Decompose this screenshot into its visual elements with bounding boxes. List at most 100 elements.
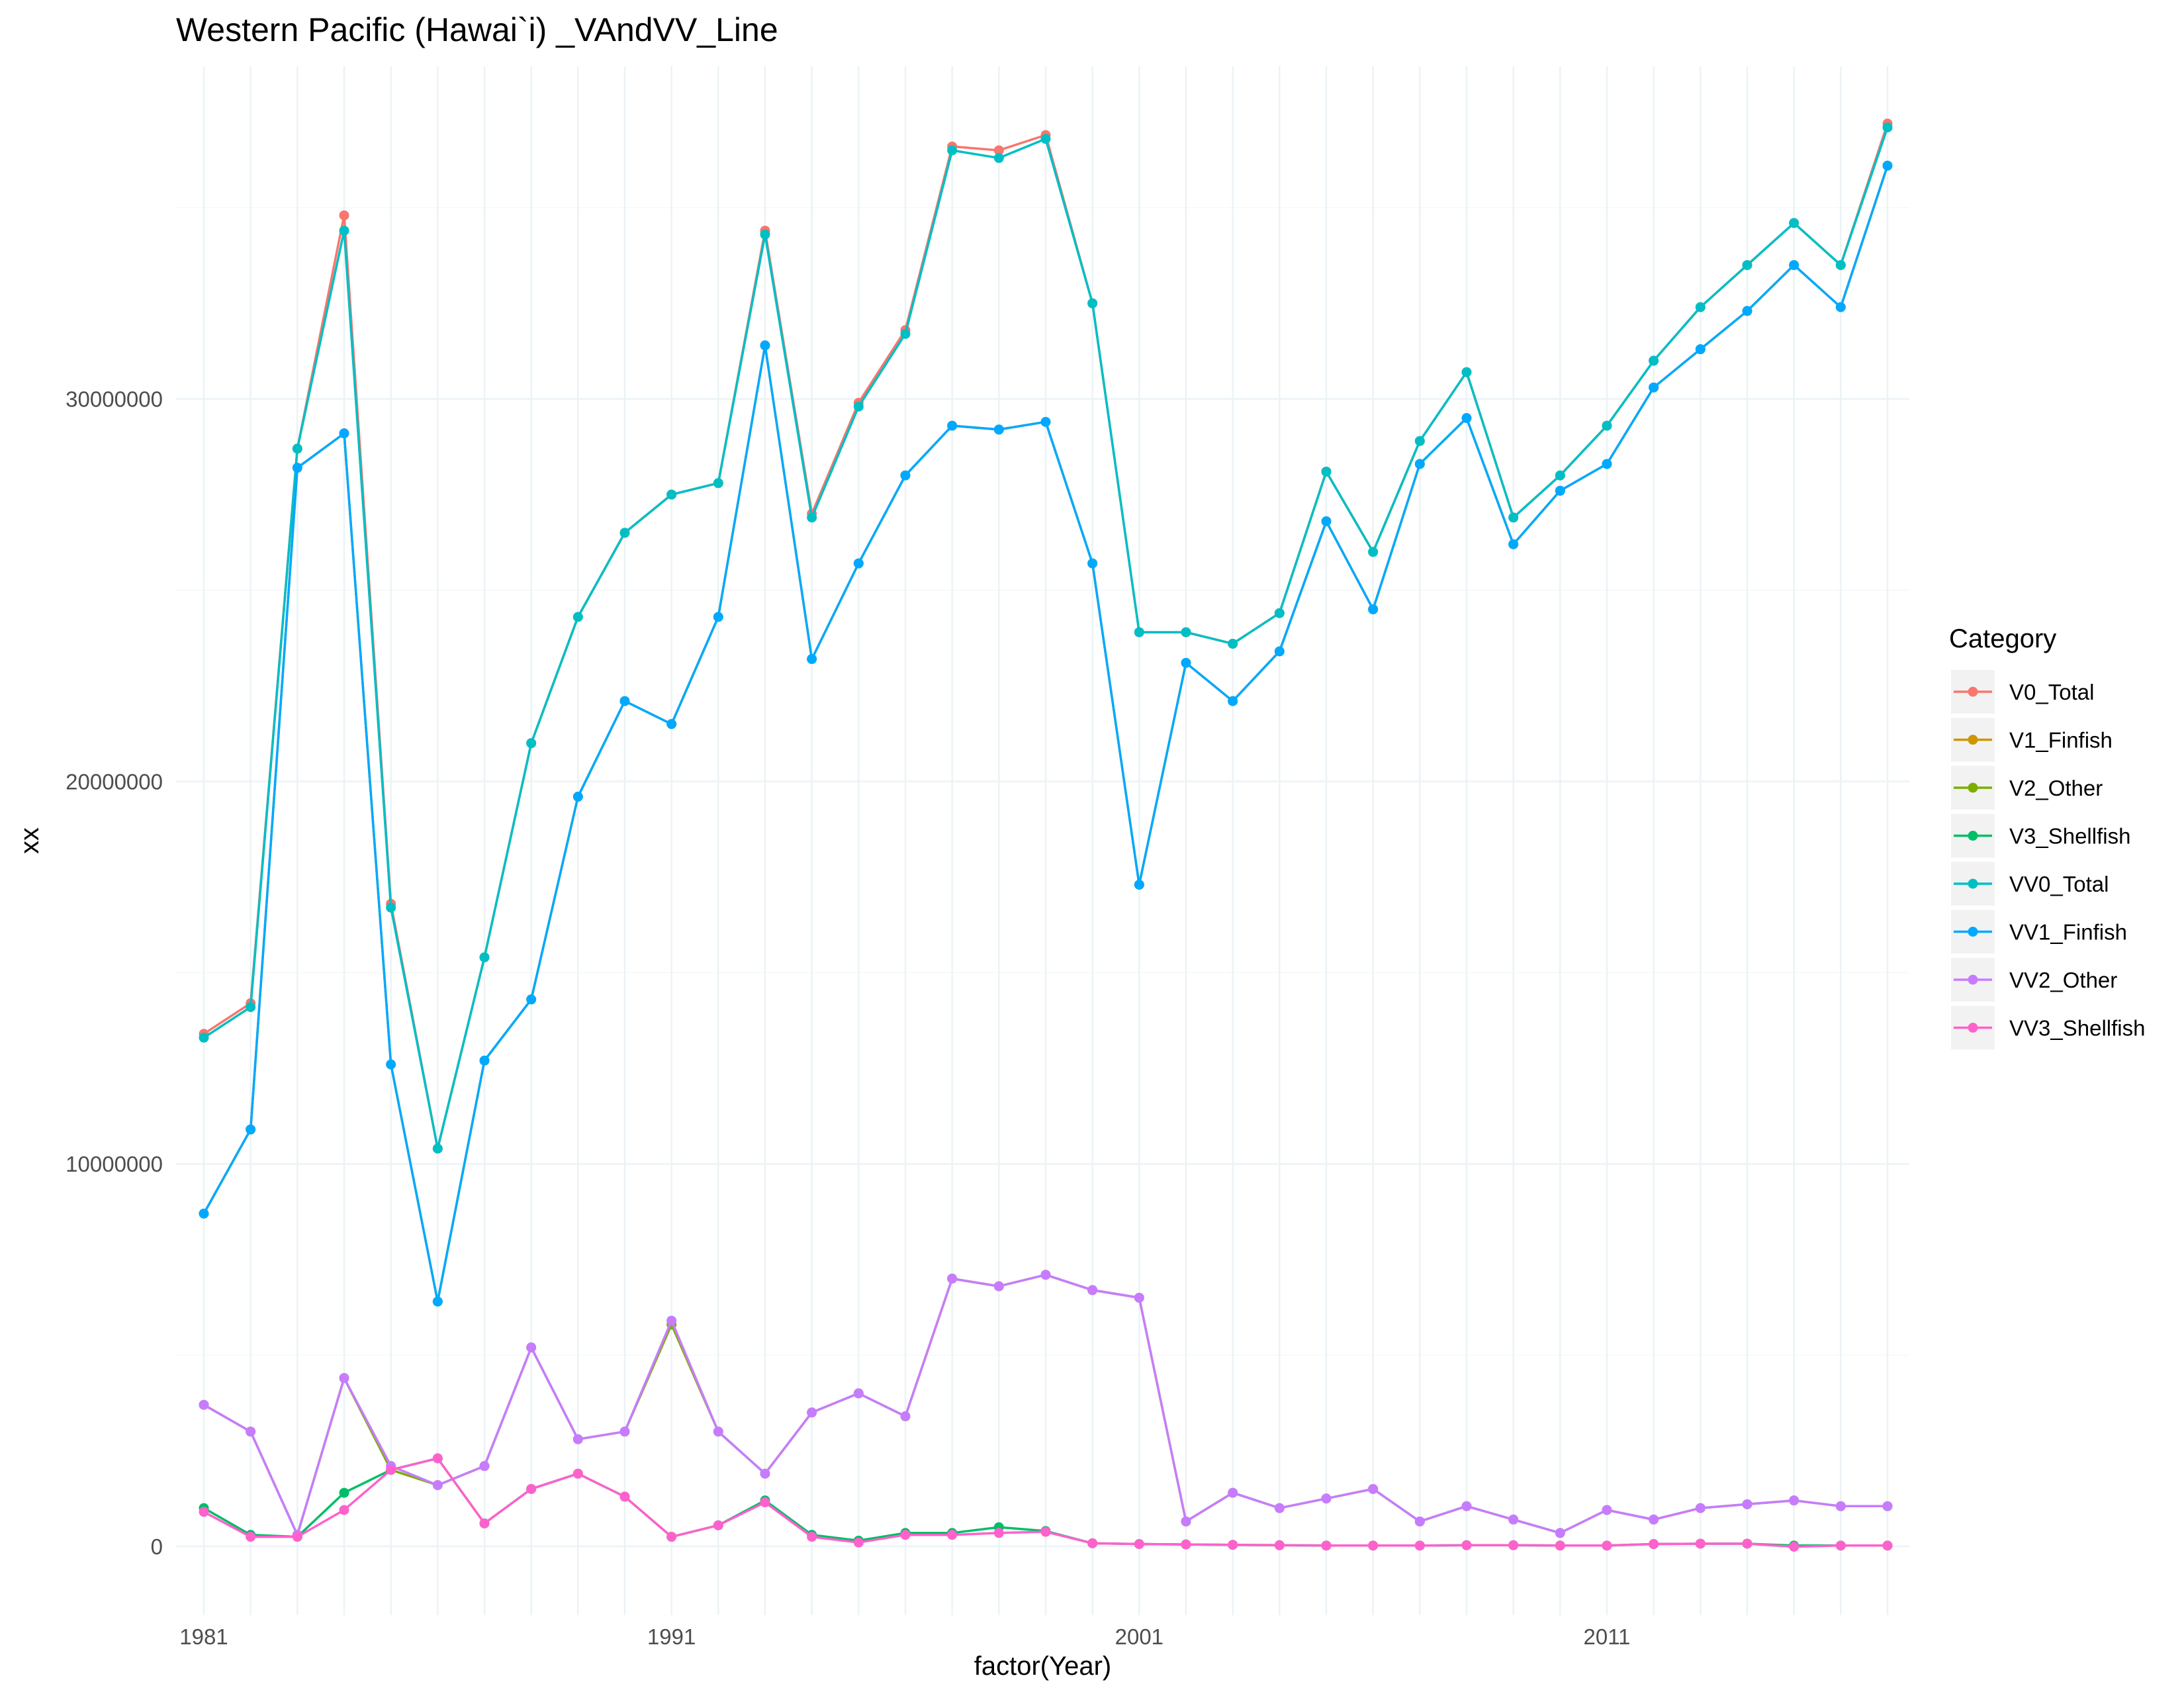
data-point bbox=[572, 1468, 583, 1479]
data-point bbox=[1508, 1540, 1519, 1550]
data-point bbox=[526, 738, 537, 749]
data-point bbox=[246, 1427, 256, 1437]
x-tick-label: 2001 bbox=[1115, 1624, 1163, 1649]
data-point bbox=[1321, 1493, 1332, 1504]
data-point bbox=[1649, 355, 1659, 366]
legend-label: V3_Shellfish bbox=[2009, 824, 2130, 849]
data-point bbox=[1087, 298, 1098, 308]
data-point bbox=[1181, 1516, 1191, 1526]
data-point bbox=[1368, 1483, 1379, 1494]
data-point bbox=[1835, 259, 1846, 270]
data-point bbox=[1181, 627, 1191, 637]
data-point bbox=[1508, 1515, 1519, 1525]
data-point bbox=[1181, 657, 1191, 668]
data-point bbox=[666, 719, 677, 729]
data-point bbox=[1087, 558, 1098, 569]
data-point bbox=[900, 470, 911, 481]
legend: Category V0_Total V1_Finfish V2_Other V3_Sh… bbox=[1949, 624, 2145, 1050]
data-point bbox=[853, 1537, 864, 1548]
data-point bbox=[386, 1059, 396, 1070]
data-point bbox=[619, 1491, 630, 1502]
data-point bbox=[1414, 1540, 1425, 1551]
data-point bbox=[1789, 259, 1799, 270]
legend-key-point bbox=[1968, 831, 1978, 841]
data-point bbox=[1882, 1501, 1893, 1511]
legend-item: VV0_Total bbox=[1951, 862, 2109, 906]
data-point bbox=[1228, 1487, 1238, 1498]
x-tick-label: 1991 bbox=[647, 1624, 696, 1649]
data-point bbox=[1228, 638, 1238, 649]
data-point bbox=[619, 696, 630, 706]
data-point bbox=[246, 1532, 256, 1542]
data-point bbox=[1742, 306, 1752, 316]
data-point bbox=[1461, 413, 1472, 424]
x-tick-label: 2011 bbox=[1584, 1624, 1631, 1649]
data-point bbox=[666, 1315, 677, 1326]
data-point bbox=[1555, 485, 1565, 496]
data-point bbox=[713, 612, 723, 622]
data-point bbox=[1087, 1285, 1098, 1295]
data-point bbox=[572, 612, 583, 622]
data-point bbox=[526, 994, 537, 1005]
data-point bbox=[760, 229, 770, 240]
data-point bbox=[807, 654, 817, 665]
data-point bbox=[713, 1427, 723, 1437]
data-point bbox=[1695, 1503, 1706, 1513]
data-point bbox=[760, 1468, 770, 1479]
data-point bbox=[1649, 1539, 1659, 1550]
data-point bbox=[479, 1461, 490, 1472]
data-point bbox=[666, 1532, 677, 1542]
data-point bbox=[199, 1399, 209, 1410]
legend-label: V0_Total bbox=[2009, 680, 2094, 704]
y-tick-label: 10000000 bbox=[66, 1152, 163, 1176]
data-point bbox=[1414, 1516, 1425, 1526]
x-axis-title: factor(Year) bbox=[974, 1652, 1112, 1681]
data-point bbox=[1649, 1515, 1659, 1525]
data-point bbox=[1508, 512, 1519, 523]
y-tick-label: 30000000 bbox=[66, 387, 163, 412]
data-point bbox=[339, 1373, 349, 1383]
data-point bbox=[1789, 1542, 1799, 1552]
data-point bbox=[1602, 420, 1612, 431]
data-point bbox=[993, 1528, 1004, 1538]
y-axis-title: xx bbox=[15, 827, 44, 854]
data-point bbox=[947, 420, 958, 431]
data-point bbox=[339, 225, 349, 236]
data-point bbox=[1882, 122, 1893, 132]
data-point bbox=[1882, 1540, 1893, 1551]
data-point bbox=[1555, 1528, 1565, 1538]
legend-item: V2_Other bbox=[1951, 766, 2103, 810]
data-point bbox=[432, 1143, 443, 1154]
data-point bbox=[1228, 1540, 1238, 1550]
data-point bbox=[339, 1505, 349, 1515]
data-point bbox=[339, 210, 349, 220]
legend-key-point bbox=[1968, 974, 1978, 985]
grid-lines bbox=[176, 66, 1909, 1615]
data-point bbox=[1087, 1538, 1098, 1548]
data-point bbox=[1321, 516, 1332, 527]
data-point bbox=[1414, 459, 1425, 469]
data-point bbox=[1040, 1270, 1051, 1280]
chart-title: Western Pacific (Hawai`i) _VAndVV_Line bbox=[176, 11, 778, 48]
data-point bbox=[572, 1434, 583, 1444]
data-point bbox=[993, 424, 1004, 435]
legend-key-point bbox=[1968, 878, 1978, 889]
data-point bbox=[1368, 1540, 1379, 1551]
data-point bbox=[993, 153, 1004, 164]
data-point bbox=[1040, 416, 1051, 427]
data-point bbox=[432, 1480, 443, 1491]
legend-label: VV2_Other bbox=[2009, 968, 2117, 992]
legend-key-point bbox=[1968, 927, 1978, 937]
data-point bbox=[1742, 1499, 1752, 1509]
data-point bbox=[526, 1342, 537, 1353]
legend-label: VV3_Shellfish bbox=[2009, 1016, 2145, 1041]
data-point bbox=[900, 328, 911, 339]
data-point bbox=[572, 792, 583, 802]
data-point bbox=[386, 1464, 396, 1475]
data-point bbox=[292, 1532, 302, 1542]
y-tick-label: 0 bbox=[151, 1534, 163, 1559]
legend-key-point bbox=[1968, 735, 1978, 745]
legend-label: V1_Finfish bbox=[2009, 728, 2113, 753]
legend-key-point bbox=[1968, 686, 1978, 697]
